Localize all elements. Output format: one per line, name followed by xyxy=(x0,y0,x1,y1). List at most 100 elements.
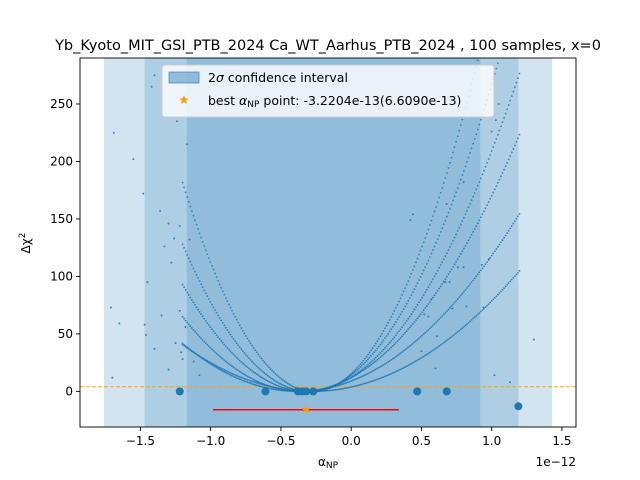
sample-point xyxy=(427,315,430,318)
sample-point xyxy=(447,308,450,311)
sample-point xyxy=(286,390,289,392)
minimum-point xyxy=(442,387,451,396)
sample-point xyxy=(345,379,348,382)
sample-point xyxy=(424,307,427,310)
sample-point xyxy=(243,380,246,382)
sample-point xyxy=(260,385,263,388)
sample-point xyxy=(421,334,424,337)
sample-point xyxy=(475,314,478,317)
sample-point xyxy=(275,380,278,383)
sample-point xyxy=(472,195,475,198)
sample-point xyxy=(450,156,453,159)
sample-point xyxy=(187,294,190,296)
sample-point xyxy=(500,290,502,293)
sample-point xyxy=(285,381,288,384)
sample-point xyxy=(283,389,286,392)
sample-point xyxy=(441,342,444,345)
sample-point xyxy=(248,379,250,382)
sample-point xyxy=(385,361,388,364)
sample-point xyxy=(442,341,445,344)
sample-point xyxy=(226,300,229,303)
sample-point xyxy=(435,335,438,338)
sample-point xyxy=(163,245,166,248)
sample-point xyxy=(258,355,261,358)
sample-point xyxy=(354,374,357,377)
sample-point xyxy=(187,323,190,326)
sample-point xyxy=(407,299,410,302)
sample-point xyxy=(377,357,380,360)
sample-point xyxy=(430,252,433,255)
sample-point xyxy=(354,378,357,381)
sample-point xyxy=(472,279,475,282)
sample-point xyxy=(518,72,521,75)
sample-point xyxy=(390,328,393,331)
sample-curve-2 xyxy=(181,133,521,393)
sample-point xyxy=(173,237,176,240)
sample-point xyxy=(150,85,153,88)
sample-point xyxy=(282,388,284,390)
sample-point xyxy=(466,161,468,163)
sample-point xyxy=(489,301,492,304)
sample-point xyxy=(518,212,521,215)
sample-point xyxy=(268,385,271,388)
sample-point xyxy=(251,360,254,363)
sample-point xyxy=(371,370,374,373)
sample-point xyxy=(232,312,235,315)
sample-point xyxy=(189,296,192,299)
sample-point xyxy=(214,351,216,354)
sample-point xyxy=(510,151,513,154)
sample-point xyxy=(435,206,437,208)
sample-point xyxy=(275,387,278,389)
sample-point xyxy=(422,294,425,296)
sample-point xyxy=(495,295,498,298)
sample-point xyxy=(269,381,272,384)
sample-point xyxy=(370,354,373,357)
sample-point xyxy=(476,59,479,62)
sample-point xyxy=(422,269,425,272)
y-tick-label: 200 xyxy=(50,154,73,168)
sample-point xyxy=(449,207,451,210)
sample-point xyxy=(334,385,337,388)
sample-point xyxy=(396,340,399,343)
sample-point xyxy=(246,337,249,340)
sample-point xyxy=(362,374,365,377)
sample-point xyxy=(238,370,241,373)
sample-point xyxy=(513,86,516,89)
sample-point xyxy=(498,243,501,246)
sample-point xyxy=(467,285,470,288)
sample-point xyxy=(351,373,354,375)
sample-point xyxy=(248,376,250,379)
sample-point xyxy=(515,217,518,220)
sample-point xyxy=(286,388,289,391)
sample-point xyxy=(509,280,512,283)
sample-point xyxy=(275,374,278,377)
sample-point xyxy=(512,90,515,93)
sample-point xyxy=(493,188,496,191)
sample-point xyxy=(282,384,284,387)
sample-point xyxy=(272,388,275,391)
sample-point xyxy=(188,238,191,241)
sample-point xyxy=(245,353,247,356)
sample-point xyxy=(245,374,247,377)
sample-point xyxy=(286,386,289,389)
sample-point xyxy=(398,316,400,318)
sample-point xyxy=(405,302,408,305)
sample-point xyxy=(376,358,379,361)
sample-point xyxy=(333,385,335,388)
sample-point xyxy=(331,386,334,388)
sample-point xyxy=(228,303,230,306)
x-tick-label: 1.0 xyxy=(482,434,501,448)
sample-point xyxy=(185,143,188,146)
sample-point xyxy=(416,257,419,260)
sample-point xyxy=(513,220,516,223)
sample-point xyxy=(452,151,454,154)
sample-point xyxy=(410,272,413,275)
minimum-point xyxy=(514,402,523,411)
sample-point xyxy=(517,77,519,79)
sample-point xyxy=(422,355,425,358)
sample-point xyxy=(340,383,343,386)
sample-point xyxy=(424,331,427,334)
sample-point xyxy=(365,373,368,376)
sample-point xyxy=(501,239,504,241)
sample-point xyxy=(252,383,255,386)
